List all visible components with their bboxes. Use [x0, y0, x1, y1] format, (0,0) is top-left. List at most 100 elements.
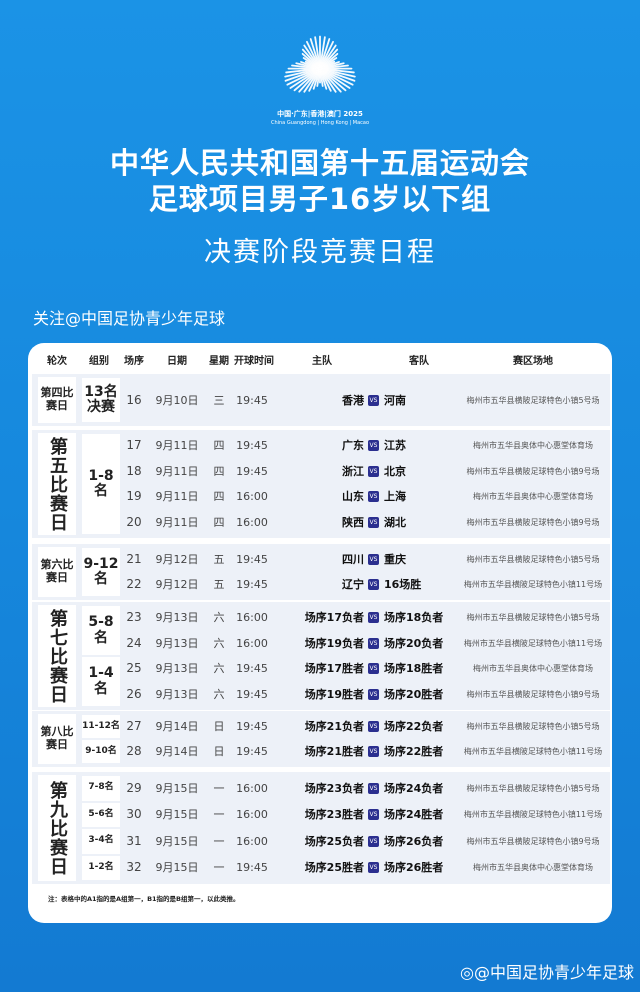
group-label: 5-8名 — [82, 606, 120, 655]
match-number: 26 — [126, 686, 142, 701]
venue: 梅州市五华县横陂足球特色小镇11号场 — [463, 638, 603, 648]
home-team: 场序17胜者 — [304, 662, 364, 676]
follow-text: 关注@中国足协青少年足球 — [33, 309, 226, 328]
header-cell: 星期 — [209, 356, 229, 367]
match-number: 29 — [126, 780, 142, 795]
vs-badge-icon: VS — [368, 862, 379, 874]
away-team: 河南 — [384, 393, 406, 407]
header-cell: 日期 — [167, 356, 187, 367]
title-line-1: 中华人民共和国第十五届运动会 — [109, 146, 530, 180]
venue: 梅州市五华县横陂足球特色小镇11号场 — [463, 580, 603, 589]
group-column: 5-8名 1-4名 — [82, 605, 120, 707]
match-date: 9月11日 — [155, 490, 199, 504]
venue: 梅州市五华县横陂足球特色小镇9号场 — [466, 517, 600, 527]
match-weekday: 六 — [213, 687, 225, 701]
group-label: 9-10名 — [82, 740, 120, 763]
title-line-2: 足球项目男子16岁以下组 — [148, 182, 492, 216]
match-date: 9月11日 — [155, 464, 199, 478]
vs-badge-icon: VS — [368, 835, 379, 847]
venue: 梅州市五华县横陂足球特色小镇11号场 — [463, 747, 603, 756]
group-label: 13名决赛 — [82, 378, 120, 422]
home-team: 香港 — [342, 393, 364, 407]
match-number: 22 — [126, 577, 142, 591]
group-column: 9-12名 — [82, 547, 120, 597]
round-label: 第四比赛日 — [38, 377, 76, 423]
match-row: 19 9月11日 四 16:00 山东 VS 上海 梅州市五华县奥体中心惠堂体育… — [120, 484, 610, 509]
watermark-text: @中国足协青少年足球 — [473, 963, 634, 982]
away-team: 场序24胜者 — [384, 808, 444, 822]
match-row: 27 9月14日 日 19:45 场序21负者 VS 场序22负者 梅州市五华县… — [120, 714, 610, 739]
kickoff-time: 16:00 — [236, 490, 268, 504]
home-team: 场序23负者 — [304, 781, 364, 795]
match-weekday: 六 — [213, 662, 225, 676]
match-number: 32 — [126, 860, 142, 875]
match-weekday: 日 — [213, 745, 225, 758]
match-weekday: 四 — [213, 439, 225, 453]
away-team: 江苏 — [384, 439, 406, 453]
games-logo-icon — [284, 35, 356, 93]
venue: 梅州市五华县奥体中心惠堂体育场 — [473, 863, 593, 873]
header-cell: 主队 — [312, 356, 332, 367]
group-label: 1-4名 — [82, 657, 120, 706]
away-team: 场序20胜者 — [384, 687, 444, 701]
group-column: 13名决赛 — [82, 377, 120, 423]
round-label: 第九比赛日 — [38, 775, 76, 881]
home-team: 山东 — [342, 490, 364, 504]
vs-badge-icon: VS — [368, 554, 379, 565]
header-cell: 轮次 — [47, 356, 67, 367]
match-row: 28 9月14日 日 19:45 场序21胜者 VS 场序22胜者 梅州市五华县… — [120, 739, 610, 764]
logo-text-en: China Guangdong | Hong Kong | Macao — [270, 120, 370, 126]
kickoff-time: 19:45 — [236, 861, 268, 875]
vs-badge-icon: VS — [368, 465, 379, 477]
home-team: 辽宁 — [342, 578, 364, 591]
vs-badge-icon: VS — [368, 746, 379, 757]
round-label: 第五比赛日 — [38, 433, 76, 535]
match-row: 20 9月11日 四 16:00 陕西 VS 湖北 梅州市五华县横陂足球特色小镇… — [120, 510, 610, 535]
round-block: 第九比赛日 7-8名 5-6名 3-4名 1-2名 29 9月15日 一 16:00 场… — [32, 772, 610, 884]
kickoff-time: 19:45 — [236, 464, 268, 478]
round-label: 第八比赛日 — [38, 714, 76, 764]
match-weekday: 五 — [213, 553, 225, 566]
match-row: 23 9月13日 六 16:00 场序17负者 VS 场序18负者 梅州市五华县… — [120, 605, 610, 630]
match-number: 17 — [126, 438, 142, 453]
match-date: 9月14日 — [155, 745, 199, 758]
weibo-watermark: ◎@中国足协青少年足球 — [460, 963, 634, 983]
venue: 梅州市五华县横陂足球特色小镇9号场 — [466, 689, 600, 699]
vs-badge-icon: VS — [368, 612, 379, 624]
away-team: 16场胜 — [384, 578, 422, 591]
group-column: 7-8名 5-6名 3-4名 1-2名 — [82, 775, 120, 881]
away-team: 场序18负者 — [384, 611, 444, 625]
match-weekday: 六 — [213, 636, 225, 650]
group-label: 1-2名 — [82, 855, 120, 880]
match-number: 28 — [126, 744, 142, 758]
home-team: 场序19胜者 — [304, 687, 364, 701]
match-number: 30 — [126, 807, 142, 822]
match-date: 9月13日 — [155, 662, 199, 676]
round-label: 第七比赛日 — [38, 605, 76, 707]
away-team: 场序26胜者 — [384, 861, 444, 875]
match-date: 9月13日 — [155, 687, 199, 701]
home-team: 四川 — [342, 553, 364, 566]
venue: 梅州市五华县横陂足球特色小镇5号场 — [466, 613, 600, 623]
match-weekday: 六 — [213, 611, 225, 625]
kickoff-time: 19:45 — [236, 662, 268, 676]
match-date: 9月13日 — [155, 636, 199, 650]
kickoff-time: 16:00 — [236, 808, 268, 822]
home-team: 场序25胜者 — [304, 861, 364, 875]
kickoff-time: 19:45 — [236, 553, 268, 566]
round-block: 第七比赛日 5-8名 1-4名 23 9月13日 六 16:00 场序17负者 VS… — [32, 602, 610, 710]
match-row: 25 9月13日 六 19:45 场序17胜者 VS 场序18胜者 梅州市五华县… — [120, 656, 610, 681]
vs-badge-icon: VS — [368, 809, 379, 821]
venue: 梅州市五华县奥体中心惠堂体育场 — [473, 664, 593, 674]
venue: 梅州市五华县奥体中心惠堂体育场 — [473, 441, 593, 451]
match-date: 9月10日 — [155, 393, 199, 407]
match-row: 24 9月13日 六 16:00 场序19负者 VS 场序20负者 梅州市五华县… — [120, 631, 610, 656]
venue: 梅州市五华县横陂足球特色小镇5号场 — [466, 555, 600, 564]
venue: 梅州市五华县横陂足球特色小镇5号场 — [466, 722, 600, 731]
group-label: 11-12名 — [82, 715, 120, 738]
group-label: 3-4名 — [82, 829, 120, 854]
kickoff-time: 16:00 — [236, 834, 268, 848]
venue: 梅州市五华县横陂足球特色小镇9号场 — [466, 466, 600, 476]
away-team: 场序24负者 — [384, 781, 444, 795]
footnote: 注：表格中的A1指的是A组第一，B1指的是B组第一，以此类推。 — [48, 895, 240, 903]
